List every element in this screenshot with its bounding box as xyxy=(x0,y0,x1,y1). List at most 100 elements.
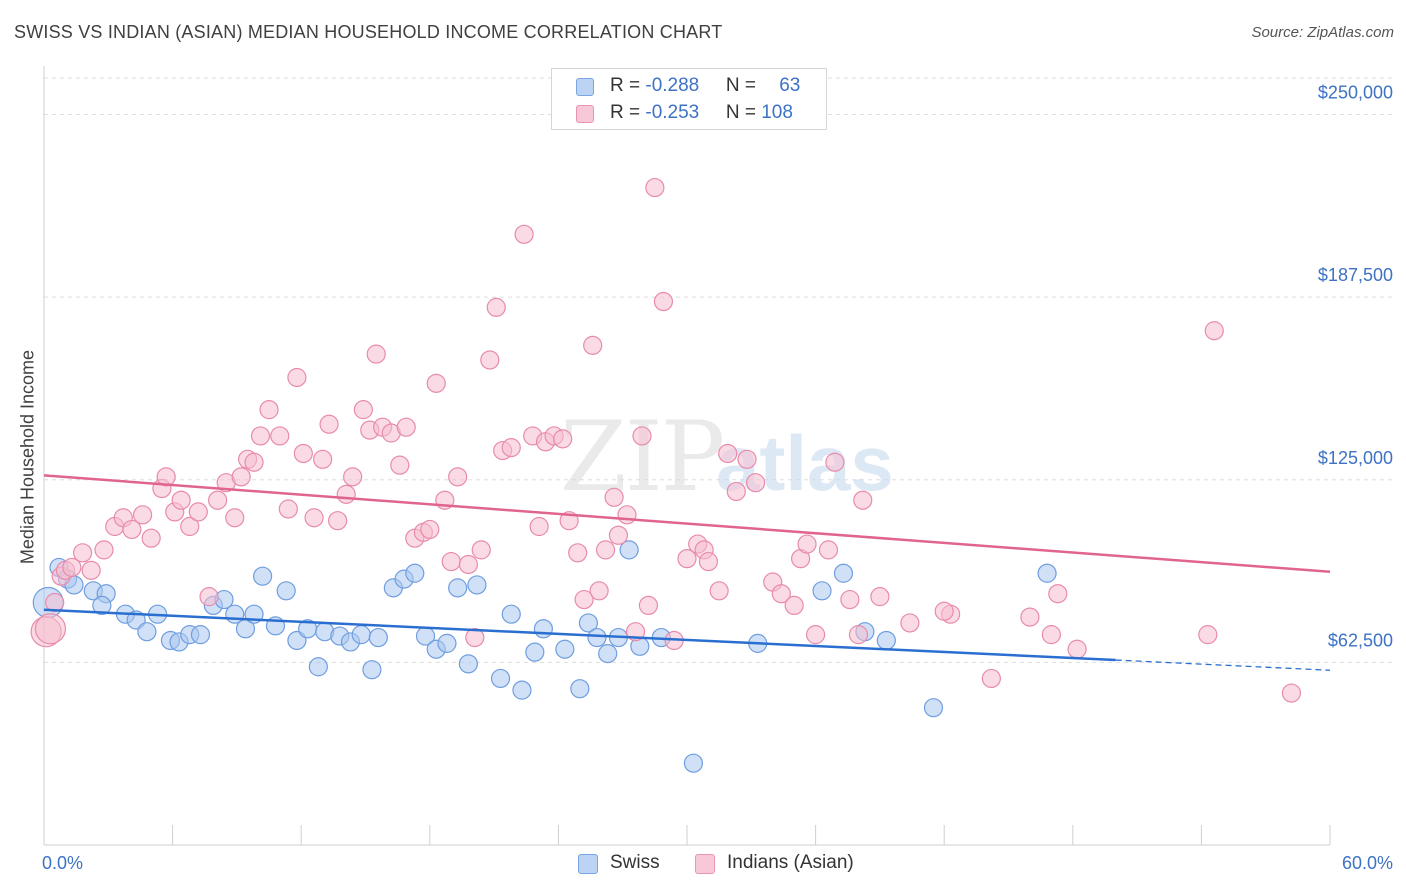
data-point xyxy=(426,373,446,393)
data-point xyxy=(677,549,697,569)
data-point xyxy=(833,563,854,583)
trend-line-segment xyxy=(43,608,1116,662)
data-point xyxy=(1041,625,1061,645)
data-point xyxy=(405,563,425,583)
data-point xyxy=(638,595,659,616)
legend-r-value: -0.253 xyxy=(645,102,700,123)
bottom-legend: Swiss Indians (Asian) xyxy=(0,851,1406,877)
data-point xyxy=(465,627,485,648)
data-point xyxy=(553,429,573,449)
data-point xyxy=(1037,563,1057,583)
data-point xyxy=(293,443,313,464)
legend-r-label: R = xyxy=(610,75,646,96)
data-point xyxy=(900,613,920,633)
data-point xyxy=(1020,607,1040,627)
data-point xyxy=(448,578,468,598)
data-point xyxy=(458,554,478,575)
data-point xyxy=(366,344,386,364)
series-indian xyxy=(30,177,1302,703)
data-point xyxy=(574,589,594,610)
legend-n-value: 108 xyxy=(761,102,793,123)
data-point xyxy=(683,753,704,773)
grid-layer xyxy=(44,77,1394,663)
legend-n-label: N = xyxy=(725,75,762,96)
data-point xyxy=(632,426,652,446)
data-point xyxy=(396,417,416,437)
data-point xyxy=(351,625,371,645)
data-point xyxy=(188,502,208,522)
data-point xyxy=(180,516,200,537)
data-point xyxy=(62,557,82,578)
data-point xyxy=(797,534,817,554)
data-point xyxy=(617,505,637,525)
y-tick-label: $250,000 xyxy=(1318,83,1393,103)
label-layer: $62,500 $125,000 $187,500 $250,000 0.0% 60.0% xyxy=(42,83,1393,873)
data-point xyxy=(72,543,93,563)
x-tick-label-end: 60.0% xyxy=(1342,853,1393,873)
data-point xyxy=(270,426,290,446)
data-point xyxy=(568,543,588,563)
data-point xyxy=(709,581,729,601)
data-point xyxy=(1204,321,1224,341)
chart-source: Source: ZipAtlas.com xyxy=(1251,24,1394,41)
data-point xyxy=(353,400,373,420)
y-tick-label: $125,000 xyxy=(1318,448,1393,468)
data-point xyxy=(784,595,804,616)
data-point xyxy=(448,467,468,487)
data-point xyxy=(653,291,674,312)
data-point xyxy=(726,481,746,502)
data-point xyxy=(923,698,944,718)
data-point xyxy=(437,633,457,653)
data-point xyxy=(308,657,328,677)
legend-n-value: 63 xyxy=(779,75,801,96)
data-point xyxy=(604,487,624,507)
bottom-legend-label-indian: Indians (Asian) xyxy=(727,852,854,873)
legend-swatch-swiss xyxy=(576,78,594,96)
data-point xyxy=(870,587,890,607)
data-point xyxy=(471,540,491,560)
data-point xyxy=(981,668,1001,689)
points-layer xyxy=(30,177,1302,773)
data-point xyxy=(934,601,954,621)
data-point xyxy=(848,625,869,645)
data-point xyxy=(287,367,307,388)
data-point xyxy=(598,644,618,664)
data-point xyxy=(137,622,157,642)
data-point xyxy=(578,613,599,633)
data-point xyxy=(231,467,251,487)
data-point xyxy=(825,452,845,472)
trend-layer xyxy=(43,474,1331,671)
data-point xyxy=(812,581,832,601)
data-point xyxy=(619,540,639,560)
data-point xyxy=(336,484,356,504)
data-point xyxy=(529,516,549,537)
data-point xyxy=(253,566,273,586)
data-point xyxy=(92,595,112,616)
data-point xyxy=(156,467,176,487)
data-point xyxy=(319,414,339,434)
data-point xyxy=(698,551,719,572)
data-point xyxy=(480,350,500,370)
data-point xyxy=(718,443,738,464)
data-point xyxy=(645,177,665,198)
data-point xyxy=(343,467,363,487)
data-point xyxy=(122,519,142,540)
legend-swatch-indian xyxy=(576,105,594,123)
data-point xyxy=(818,540,839,560)
data-point xyxy=(362,660,382,680)
svg-text:ZIP: ZIP xyxy=(560,401,723,513)
chart-title: SWISS VS INDIAN (ASIAN) MEDIAN HOUSEHOLD… xyxy=(14,22,723,42)
data-point xyxy=(276,581,296,601)
bottom-legend-swatch-indian xyxy=(695,854,715,874)
data-point xyxy=(1281,683,1302,703)
data-point xyxy=(1067,639,1087,659)
data-point xyxy=(486,297,506,317)
legend-r-label: R = xyxy=(610,102,646,123)
data-point xyxy=(225,508,245,528)
data-point xyxy=(501,604,521,624)
data-point xyxy=(608,525,629,545)
trend-line-segment xyxy=(1115,659,1331,671)
data-point xyxy=(328,511,348,531)
data-point xyxy=(34,613,67,645)
